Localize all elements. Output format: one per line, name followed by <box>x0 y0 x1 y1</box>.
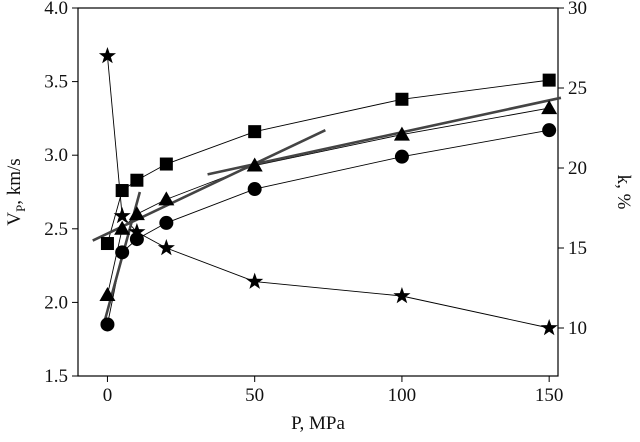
y2-tick-label: 20 <box>568 158 587 179</box>
y2-tick-label: 30 <box>568 0 587 19</box>
marker-triangle <box>158 191 175 206</box>
marker-square <box>159 157 173 171</box>
marker-circle <box>115 245 130 260</box>
marker-star <box>113 207 131 224</box>
marker-triangle <box>114 220 131 235</box>
series-line <box>106 55 550 329</box>
y-tick-label: 2.5 <box>44 219 68 240</box>
marker-triangle <box>541 100 558 115</box>
x-tick-label: 150 <box>535 385 564 406</box>
marker-circle <box>394 149 409 164</box>
y-tick-label: 2.0 <box>44 292 68 313</box>
y-axis-label: VP, km/s <box>4 158 28 225</box>
marker-triangle <box>99 287 116 302</box>
marker-star <box>393 287 411 304</box>
marker-triangle <box>246 157 263 172</box>
marker-square <box>542 73 556 87</box>
series-line <box>107 129 550 325</box>
marker-star <box>98 47 117 64</box>
y2-tick-label: 25 <box>568 78 587 99</box>
marker-circle <box>247 182 262 197</box>
marker-circle <box>100 317 115 332</box>
marker-star <box>128 223 146 240</box>
y2-tick-label: 15 <box>568 238 587 259</box>
marker-square <box>248 125 262 139</box>
marker-triangle <box>128 206 145 221</box>
marker-square <box>100 237 114 251</box>
fit-line <box>207 96 562 176</box>
y-label-sub: P <box>13 205 28 212</box>
marker-square <box>130 173 144 187</box>
marker-circle <box>542 123 557 138</box>
marker-star <box>246 272 264 289</box>
y-tick-label: 4.0 <box>44 0 68 19</box>
y-tick-label: 3.5 <box>44 72 68 93</box>
marker-circle <box>159 215 174 230</box>
marker-square <box>115 184 129 198</box>
fit-line <box>92 129 326 242</box>
marker-square <box>395 92 409 106</box>
x-axis-label: P, MPa <box>291 413 345 434</box>
marker-star <box>157 239 175 256</box>
y-tick-label: 3.0 <box>44 145 68 166</box>
marker-star <box>540 319 558 336</box>
y2-tick-label: 10 <box>568 318 587 339</box>
x-tick-label: 50 <box>245 385 264 406</box>
y-tick-label: 1.5 <box>44 366 68 387</box>
x-tick-label: 0 <box>103 385 113 406</box>
series-line <box>107 79 550 244</box>
x-tick-label: 100 <box>388 385 417 406</box>
y-label-main: V <box>4 212 25 226</box>
plot-frame <box>77 7 559 377</box>
marker-triangle <box>393 126 410 141</box>
y2-axis-label: k, % <box>613 175 634 210</box>
y-label-unit: , km/s <box>4 158 25 204</box>
